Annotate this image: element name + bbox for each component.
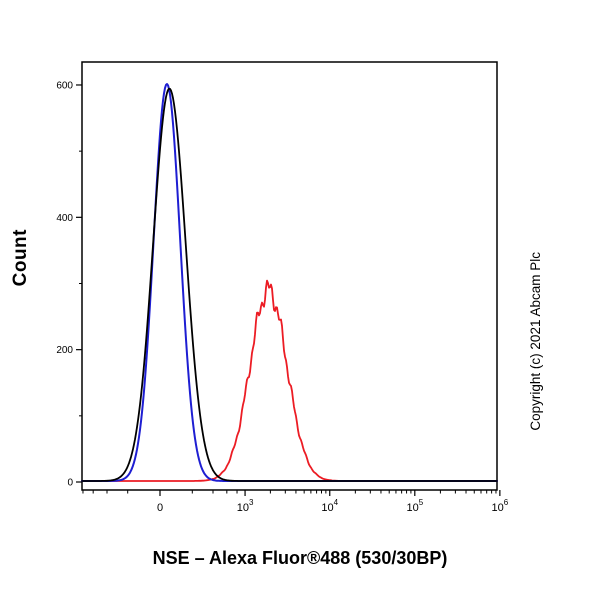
x-tick-label: 105 xyxy=(406,498,423,514)
copyright-watermark: Copyright (c) 2021 Abcam Plc xyxy=(528,252,543,431)
y-tick-label: 200 xyxy=(56,345,73,356)
blue-control-curve xyxy=(81,83,498,482)
x-tick-label: 0 xyxy=(157,502,163,514)
y-tick-label: 0 xyxy=(67,478,73,489)
x-tick-label: 104 xyxy=(321,498,338,514)
x-axis-title: NSE – Alexa Fluor®488 (530/30BP) xyxy=(152,548,448,568)
x-tick-label: 103 xyxy=(237,498,254,514)
y-tick-label: 400 xyxy=(56,213,73,224)
y-tick-label: 600 xyxy=(56,80,73,91)
x-tick-label: 106 xyxy=(492,498,509,514)
plot-border xyxy=(81,61,498,491)
black-control-curve xyxy=(81,87,498,482)
